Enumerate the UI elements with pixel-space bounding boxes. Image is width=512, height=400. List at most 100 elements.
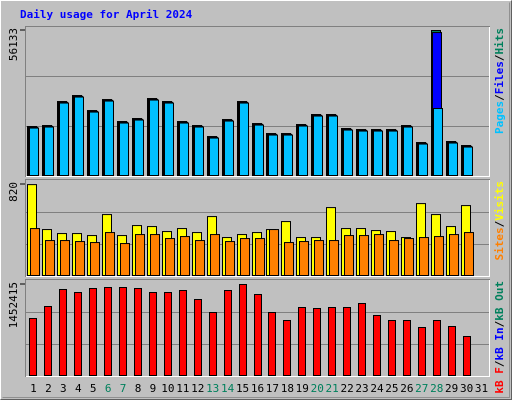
bar bbox=[358, 303, 366, 376]
legend-separator: / bbox=[493, 94, 506, 101]
bar bbox=[448, 326, 456, 377]
bar bbox=[90, 242, 100, 276]
bar bbox=[149, 292, 157, 376]
bar bbox=[283, 134, 293, 176]
bar bbox=[239, 102, 249, 176]
bar bbox=[299, 241, 309, 276]
x-tick-label: 27 bbox=[415, 382, 428, 395]
x-tick-label: 23 bbox=[355, 382, 368, 395]
legend: Sites/Visits bbox=[493, 181, 506, 261]
bar bbox=[59, 289, 67, 377]
bar bbox=[44, 126, 54, 176]
bar bbox=[328, 115, 338, 176]
x-tick-label: 22 bbox=[340, 382, 353, 395]
bar bbox=[358, 130, 368, 176]
bar bbox=[104, 100, 114, 176]
bar bbox=[284, 242, 294, 276]
bar bbox=[104, 287, 112, 376]
bar bbox=[195, 240, 205, 276]
bar bbox=[388, 130, 398, 176]
bar bbox=[134, 288, 142, 376]
bar bbox=[298, 307, 306, 376]
bar bbox=[74, 292, 82, 376]
bar bbox=[268, 134, 278, 176]
bar bbox=[74, 96, 84, 176]
x-tick-label: 6 bbox=[105, 382, 112, 395]
legend-entry: Visits bbox=[493, 181, 506, 221]
bar bbox=[448, 142, 458, 177]
bar bbox=[418, 143, 428, 176]
x-tick-label: 28 bbox=[430, 382, 443, 395]
bar bbox=[404, 238, 414, 276]
bar bbox=[313, 308, 321, 376]
bar bbox=[44, 306, 52, 377]
bar bbox=[419, 237, 429, 276]
x-tick-label: 16 bbox=[251, 382, 264, 395]
bar bbox=[210, 234, 220, 277]
x-tick-label: 21 bbox=[326, 382, 339, 395]
bar bbox=[105, 232, 115, 277]
bar bbox=[433, 320, 441, 376]
x-tick-label: 13 bbox=[206, 382, 219, 395]
bar bbox=[194, 126, 204, 176]
bar bbox=[434, 236, 444, 276]
bar bbox=[30, 228, 40, 276]
bar bbox=[255, 238, 265, 276]
bar bbox=[165, 238, 175, 276]
bar bbox=[343, 129, 353, 176]
x-tick-label: 9 bbox=[150, 382, 157, 395]
y-tick-label: 820 bbox=[7, 182, 20, 202]
bar bbox=[343, 307, 351, 376]
bar bbox=[149, 99, 159, 176]
x-tick-label: 8 bbox=[135, 382, 142, 395]
bar bbox=[29, 127, 39, 176]
bar bbox=[373, 130, 383, 176]
bar bbox=[463, 146, 473, 176]
x-tick-label: 24 bbox=[370, 382, 384, 395]
bar bbox=[388, 320, 396, 376]
bar bbox=[29, 318, 37, 377]
bar bbox=[449, 234, 459, 277]
bar bbox=[239, 284, 247, 376]
legend-entry: kB Out bbox=[493, 281, 506, 321]
bar bbox=[224, 290, 232, 376]
bar bbox=[120, 243, 130, 276]
x-tick-label: 20 bbox=[311, 382, 324, 395]
x-tick-label: 31 bbox=[475, 382, 488, 395]
bar bbox=[209, 137, 219, 176]
bar bbox=[389, 240, 399, 276]
x-tick-label: 2 bbox=[45, 382, 52, 395]
bar bbox=[254, 294, 262, 377]
bar bbox=[403, 126, 413, 176]
bar bbox=[283, 320, 291, 376]
bar bbox=[344, 235, 354, 276]
legend-entry: Files bbox=[493, 61, 506, 94]
bar bbox=[194, 299, 202, 376]
x-tick-label: 19 bbox=[296, 382, 309, 395]
bar bbox=[224, 120, 234, 176]
bar bbox=[403, 320, 411, 376]
bar bbox=[150, 234, 160, 277]
x-tick-label: 14 bbox=[221, 382, 235, 395]
bar bbox=[119, 287, 127, 376]
bar bbox=[313, 115, 323, 176]
legend-entry: Sites bbox=[493, 227, 506, 260]
legend: kB F/kB In/kB Out bbox=[493, 281, 506, 394]
x-tick-label: 11 bbox=[176, 382, 189, 395]
x-tick-label: 5 bbox=[90, 382, 97, 395]
chart-title: Daily usage for April 2024 bbox=[20, 8, 193, 21]
bar bbox=[60, 240, 70, 276]
y-tick-label: 56133 bbox=[7, 28, 20, 61]
bar bbox=[164, 102, 174, 176]
x-tick-label: 3 bbox=[60, 382, 67, 395]
bar bbox=[209, 312, 217, 376]
bar bbox=[179, 122, 189, 177]
y-tick-label: 1452415 bbox=[7, 282, 20, 328]
bar bbox=[45, 240, 55, 276]
bar bbox=[314, 240, 324, 276]
bar bbox=[75, 241, 85, 276]
x-tick-label: 1 bbox=[30, 382, 37, 395]
bar bbox=[179, 290, 187, 376]
bar bbox=[328, 307, 336, 376]
